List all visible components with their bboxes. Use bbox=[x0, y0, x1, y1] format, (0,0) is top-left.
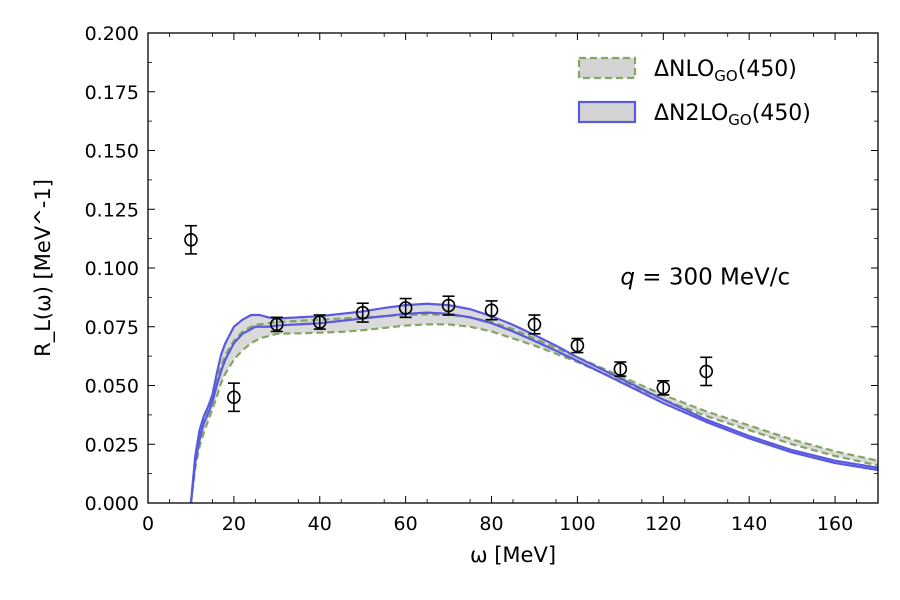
data-marker bbox=[184, 233, 198, 247]
annotation: q = 300 MeV/c bbox=[620, 264, 790, 290]
data-marker bbox=[656, 381, 671, 395]
data-marker bbox=[699, 364, 714, 379]
series-1-lower-line bbox=[189, 311, 879, 504]
y-axis-label: R_L(ω) [MeV^-1] bbox=[31, 179, 56, 357]
legend-swatch-1 bbox=[577, 100, 637, 124]
x-tick-label: 120 bbox=[645, 513, 681, 535]
y-tick-label: 0.025 bbox=[85, 434, 139, 456]
series-1-upper-line bbox=[189, 302, 879, 504]
legend-label-tail: (450) bbox=[752, 101, 811, 126]
plot-frame bbox=[147, 32, 879, 504]
legend: ΔNLOGO(450)ΔN2LOGO(450) bbox=[577, 56, 811, 129]
data-point bbox=[312, 314, 327, 330]
legend-label-sub: GO bbox=[714, 67, 737, 85]
y-tick-label: 0.125 bbox=[85, 199, 139, 221]
legend-label-sub: GO bbox=[728, 111, 751, 129]
data-marker bbox=[270, 317, 284, 332]
x-tick-label: 40 bbox=[308, 513, 332, 535]
legend-label-tail: (450) bbox=[738, 57, 797, 82]
legend-label-0: ΔNLOGO(450) bbox=[654, 57, 797, 85]
data-point bbox=[570, 337, 585, 354]
data-point bbox=[227, 382, 241, 413]
x-axis-label: ω [MeV] bbox=[470, 543, 556, 567]
data-points-layer bbox=[184, 224, 714, 413]
data-marker bbox=[527, 317, 542, 332]
data-point bbox=[184, 224, 198, 255]
data-marker bbox=[441, 298, 456, 313]
x-tick-label: 160 bbox=[817, 513, 853, 535]
x-tick-label: 20 bbox=[222, 513, 246, 535]
data-point bbox=[355, 302, 370, 323]
legend-swatch-0 bbox=[577, 56, 637, 80]
y-tick-label: 0.100 bbox=[85, 258, 139, 280]
y-tick-label: 0.150 bbox=[85, 141, 139, 163]
x-tick-label: 80 bbox=[479, 513, 503, 535]
y-tick-label: 0.050 bbox=[85, 376, 139, 398]
data-marker bbox=[355, 305, 370, 320]
x-tick-label: 100 bbox=[559, 513, 595, 535]
data-marker bbox=[570, 338, 585, 353]
data-point bbox=[613, 361, 628, 377]
annotation-variable: q bbox=[620, 264, 635, 290]
x-tick-label: 60 bbox=[394, 513, 418, 535]
data-marker bbox=[227, 390, 241, 405]
data-marker bbox=[398, 301, 413, 315]
series-0-lower-line bbox=[189, 323, 879, 504]
data-point bbox=[441, 295, 456, 316]
data-point bbox=[270, 316, 284, 333]
y-tick-label: 0.175 bbox=[85, 82, 139, 104]
data-marker bbox=[312, 315, 327, 329]
x-tick-label: 140 bbox=[731, 513, 767, 535]
y-tick-label: 0.000 bbox=[85, 493, 139, 515]
data-point bbox=[656, 379, 671, 396]
band-fill-0 bbox=[190, 314, 879, 503]
data-point bbox=[527, 314, 542, 335]
y-tick-label: 0.200 bbox=[85, 23, 139, 45]
legend-label-main: ΔNLO bbox=[654, 57, 714, 82]
data-point bbox=[484, 300, 499, 321]
annotation-value: = 300 MeV/c bbox=[635, 264, 790, 290]
x-tick-label: 0 bbox=[142, 513, 154, 535]
data-marker bbox=[613, 362, 628, 376]
y-tick-label: 0.075 bbox=[85, 317, 139, 339]
legend-label-1: ΔN2LOGO(450) bbox=[654, 101, 811, 129]
data-point bbox=[398, 297, 413, 319]
data-marker bbox=[484, 303, 499, 318]
labels-layer: 0 20 40 60 80 100 120 140 160 0.000 0.025 0.050 0.07… bbox=[31, 23, 853, 567]
data-point bbox=[699, 356, 714, 387]
legend-label-main: ΔN2LO bbox=[654, 101, 728, 126]
